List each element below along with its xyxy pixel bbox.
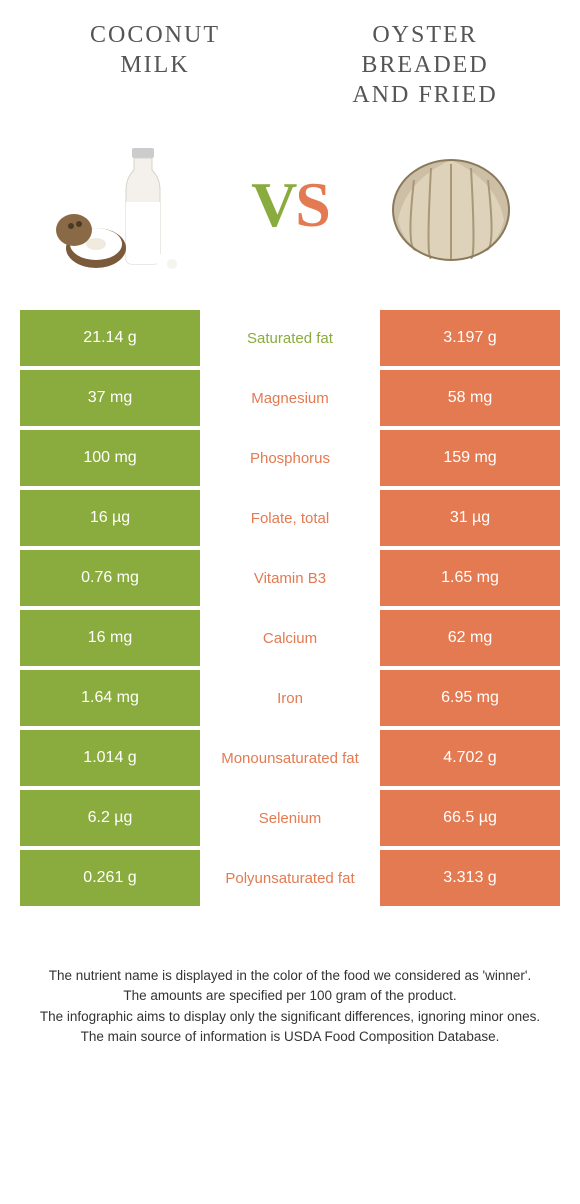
title-text: AND FRIED xyxy=(352,82,497,108)
nutrient-label: Polyunsaturated fat xyxy=(200,850,380,906)
footer-line: The infographic aims to display only the… xyxy=(30,1007,550,1027)
nutrient-label: Monounsaturated fat xyxy=(200,730,380,786)
right-value: 62 mg xyxy=(380,610,560,666)
nutrient-label: Iron xyxy=(200,670,380,726)
nutrient-label: Magnesium xyxy=(200,370,380,426)
table-row: 0.261 gPolyunsaturated fat3.313 g xyxy=(20,850,560,906)
footer-line: The main source of information is USDA F… xyxy=(30,1027,550,1047)
header: COCONUT MILK OYSTER BREADED AND FRIED xyxy=(0,0,580,120)
left-value: 0.76 mg xyxy=(20,550,200,606)
nutrient-table: 21.14 gSaturated fat3.197 g37 mgMagnesiu… xyxy=(20,310,560,906)
footer-line: The nutrient name is displayed in the co… xyxy=(30,966,550,986)
title-text: BREADED xyxy=(361,52,488,78)
footer-notes: The nutrient name is displayed in the co… xyxy=(30,966,550,1047)
coconut-milk-image xyxy=(54,130,204,280)
left-value: 37 mg xyxy=(20,370,200,426)
footer-line: The amounts are specified per 100 gram o… xyxy=(30,986,550,1006)
table-row: 16 mgCalcium62 mg xyxy=(20,610,560,666)
right-value: 6.95 mg xyxy=(380,670,560,726)
left-food-title: COCONUT MILK xyxy=(45,20,265,80)
left-value: 21.14 g xyxy=(20,310,200,366)
vs-label: VS xyxy=(251,168,329,242)
right-value: 58 mg xyxy=(380,370,560,426)
title-text: COCONUT xyxy=(90,22,220,48)
table-row: 21.14 gSaturated fat3.197 g xyxy=(20,310,560,366)
right-food-title: OYSTER BREADED AND FRIED xyxy=(315,20,535,110)
images-row: VS xyxy=(0,120,580,300)
title-text: MILK xyxy=(120,52,189,78)
nutrient-label: Selenium xyxy=(200,790,380,846)
right-value: 1.65 mg xyxy=(380,550,560,606)
title-text: OYSTER xyxy=(372,22,477,48)
nutrient-label: Phosphorus xyxy=(200,430,380,486)
right-value: 4.702 g xyxy=(380,730,560,786)
nutrient-label: Saturated fat xyxy=(200,310,380,366)
right-value: 3.197 g xyxy=(380,310,560,366)
vs-v: V xyxy=(251,169,295,240)
vs-s: S xyxy=(295,169,329,240)
oyster-icon xyxy=(376,130,526,280)
right-value: 31 µg xyxy=(380,490,560,546)
right-value: 3.313 g xyxy=(380,850,560,906)
left-value: 16 mg xyxy=(20,610,200,666)
right-value: 159 mg xyxy=(380,430,560,486)
nutrient-label: Folate, total xyxy=(200,490,380,546)
coconut-milk-icon xyxy=(54,130,204,280)
right-value: 66.5 µg xyxy=(380,790,560,846)
table-row: 0.76 mgVitamin B31.65 mg xyxy=(20,550,560,606)
table-row: 100 mgPhosphorus159 mg xyxy=(20,430,560,486)
table-row: 1.64 mgIron6.95 mg xyxy=(20,670,560,726)
left-value: 1.64 mg xyxy=(20,670,200,726)
table-row: 37 mgMagnesium58 mg xyxy=(20,370,560,426)
nutrient-label: Vitamin B3 xyxy=(200,550,380,606)
table-row: 1.014 gMonounsaturated fat4.702 g xyxy=(20,730,560,786)
nutrient-label: Calcium xyxy=(200,610,380,666)
table-row: 16 µgFolate, total31 µg xyxy=(20,490,560,546)
left-value: 100 mg xyxy=(20,430,200,486)
oyster-image xyxy=(376,130,526,280)
left-value: 0.261 g xyxy=(20,850,200,906)
table-row: 6.2 µgSelenium66.5 µg xyxy=(20,790,560,846)
left-value: 6.2 µg xyxy=(20,790,200,846)
left-value: 16 µg xyxy=(20,490,200,546)
left-value: 1.014 g xyxy=(20,730,200,786)
